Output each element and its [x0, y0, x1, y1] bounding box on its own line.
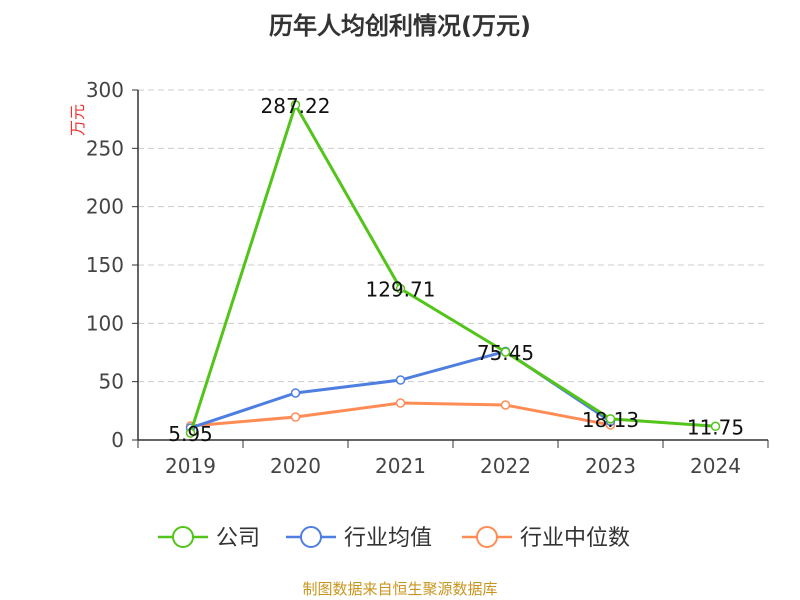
data-point — [605, 414, 616, 424]
x-tick-label: 2022 — [480, 454, 531, 478]
x-tick-label: 2023 — [585, 454, 636, 478]
chart-title: 历年人均创利情况(万元) — [269, 12, 531, 40]
data-point — [710, 421, 721, 432]
legend-label: 行业中位数 — [520, 526, 630, 551]
data-point — [500, 400, 511, 410]
legend-marker — [300, 526, 322, 548]
data-point — [290, 100, 301, 110]
y-tick-label: 100 — [86, 311, 124, 335]
data-point — [500, 347, 511, 357]
data-point — [395, 398, 406, 408]
series-line — [190, 349, 612, 430]
legend-marker — [476, 526, 498, 548]
x-tick-label: 2020 — [270, 454, 321, 478]
y-tick-label: 50 — [99, 370, 124, 394]
data-label: 129.71 — [366, 278, 436, 302]
legend-marker — [172, 526, 194, 548]
data-label: 5.95 — [168, 422, 213, 446]
y-tick-label: 200 — [86, 195, 124, 219]
y-tick-label: 150 — [86, 253, 124, 277]
data-point — [395, 375, 406, 385]
y-axis-label: 万元 — [68, 104, 87, 136]
data-point — [290, 388, 301, 398]
y-tick-label: 300 — [86, 78, 124, 102]
data-label: 18.13 — [582, 408, 639, 432]
y-tick-label: 0 — [111, 428, 124, 452]
data-point — [290, 412, 301, 422]
x-tick-label: 2019 — [165, 454, 216, 478]
legend-label: 公司 — [216, 526, 260, 551]
y-tick-label: 250 — [86, 136, 124, 160]
data-point — [395, 283, 406, 294]
x-tick-label: 2024 — [690, 454, 741, 478]
series-line — [189, 101, 716, 434]
data-point — [185, 428, 196, 438]
source-note: 制图数据来自恒生聚源数据库 — [302, 580, 498, 598]
x-tick-label: 2021 — [375, 454, 426, 478]
data-label: 75.45 — [477, 341, 534, 365]
legend-label: 行业均值 — [344, 526, 432, 551]
data-label: 11.75 — [687, 415, 744, 439]
data-label: 287.22 — [261, 94, 331, 118]
